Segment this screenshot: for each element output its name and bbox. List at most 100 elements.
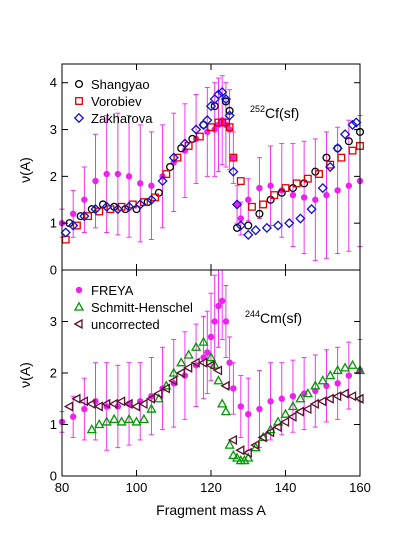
y-tick-label: 0 — [50, 263, 57, 278]
data-point — [221, 97, 230, 106]
data-point — [112, 204, 123, 215]
y-tick-label: 3 — [50, 314, 57, 329]
data-point — [281, 184, 290, 193]
freya-point — [222, 318, 230, 325]
x-tick-label: 100 — [126, 480, 148, 495]
data-point — [255, 209, 264, 218]
data-point — [243, 229, 254, 241]
data-point — [339, 388, 349, 399]
freya-point — [230, 385, 237, 392]
freya-point — [207, 333, 215, 341]
freya-point — [334, 380, 341, 387]
data-point — [123, 413, 135, 424]
top-y-axis-label: ν(A) — [17, 157, 33, 183]
data-point — [344, 137, 353, 146]
freya-point — [69, 413, 77, 420]
data-point — [209, 359, 220, 369]
data-point — [287, 400, 299, 411]
data-point — [332, 143, 343, 154]
data-point — [248, 202, 256, 211]
data-point — [145, 393, 156, 404]
legend-label: uncorrected — [91, 317, 160, 332]
data-point — [101, 416, 112, 426]
data-point — [157, 175, 168, 187]
data-point — [339, 362, 351, 372]
data-point — [243, 452, 254, 462]
data-point — [224, 439, 235, 449]
bottom-y-axis: 0 1 2 3 — [50, 314, 360, 484]
freya-point — [312, 196, 319, 203]
top-x-ticks — [61, 64, 361, 270]
data-point — [176, 357, 187, 367]
data-point — [287, 411, 297, 422]
freya-point — [256, 184, 263, 192]
data-point — [183, 362, 193, 373]
freya-point — [345, 182, 353, 189]
legend-label: Zakharova — [91, 111, 153, 126]
data-point — [317, 375, 328, 385]
x-tick-label: 120 — [200, 480, 222, 495]
legend-marker — [73, 301, 85, 311]
data-point — [295, 393, 306, 403]
data-point — [146, 403, 157, 413]
legend-label: FREYA — [91, 283, 134, 298]
data-point — [168, 375, 178, 386]
data-point — [160, 383, 170, 394]
data-point — [229, 153, 238, 162]
bottom-panel-annotation: 244Cm(sf) — [245, 309, 302, 326]
data-point — [302, 388, 313, 398]
data-point — [259, 200, 268, 209]
freya-point — [233, 201, 241, 208]
y-tick-label: 1 — [50, 417, 57, 432]
freya-point — [103, 170, 110, 178]
data-point — [294, 406, 305, 417]
data-point — [284, 218, 295, 229]
data-point — [280, 408, 291, 418]
data-point — [261, 222, 272, 233]
data-point — [224, 110, 235, 121]
data-point — [212, 365, 223, 376]
data-point — [310, 380, 321, 390]
data-point — [332, 391, 342, 402]
data-point — [235, 445, 245, 456]
data-point — [198, 357, 208, 368]
data-point — [217, 398, 228, 408]
freya-point — [148, 182, 155, 189]
data-point — [348, 146, 357, 155]
data-point — [190, 124, 202, 135]
freya-point — [204, 349, 211, 356]
freya-point — [211, 318, 218, 325]
data-point — [351, 117, 362, 128]
y-tick-label: 2 — [50, 366, 57, 381]
legend-marker — [74, 79, 84, 89]
data-point — [236, 177, 245, 185]
data-point — [202, 115, 213, 126]
data-point — [217, 86, 228, 98]
top-annotation-text: Cf(sf) — [265, 105, 299, 121]
data-point — [207, 123, 215, 132]
bottom-x-axis: 80 100 120 140 160 — [55, 270, 371, 495]
data-point — [213, 375, 224, 385]
data-point — [205, 101, 217, 112]
legend-marker — [73, 318, 83, 330]
data-point — [93, 401, 103, 412]
y-tick-label: 3 — [50, 122, 57, 137]
x-tick-label: 160 — [349, 480, 371, 495]
data-point — [109, 413, 120, 424]
data-point — [250, 439, 260, 451]
data-point — [347, 359, 358, 369]
data-point — [84, 212, 93, 221]
freya-point — [226, 359, 233, 366]
data-point — [135, 199, 146, 210]
data-point — [146, 194, 157, 205]
data-point — [130, 401, 141, 412]
top-annotation-sup: 252 — [250, 104, 265, 114]
freya-point — [92, 177, 99, 185]
data-point — [302, 403, 312, 415]
legend-label: Vorobiev — [91, 94, 142, 109]
data-point — [279, 416, 290, 428]
data-point — [295, 213, 306, 224]
data-point — [168, 367, 179, 377]
data-point — [123, 398, 133, 410]
top-panel-annotation: 252Cf(sf) — [250, 104, 299, 121]
